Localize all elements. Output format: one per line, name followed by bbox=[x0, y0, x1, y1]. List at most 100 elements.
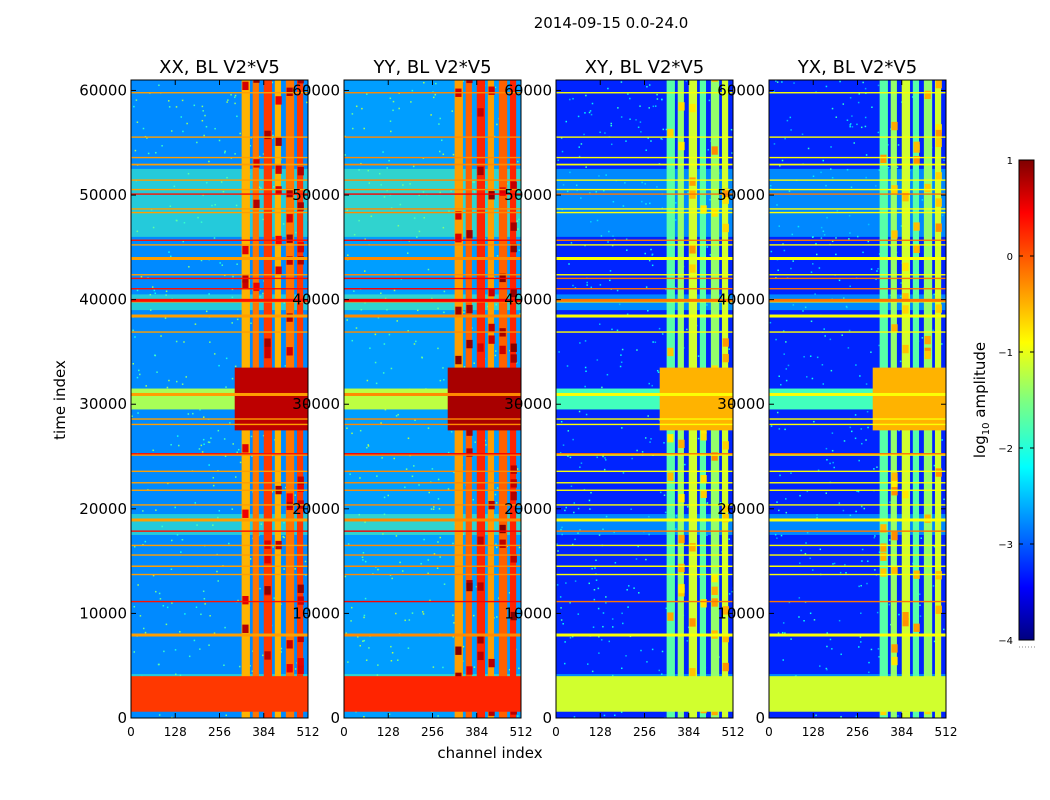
noise-cell bbox=[347, 661, 349, 663]
noise-cell bbox=[849, 97, 852, 99]
noise-cell bbox=[204, 114, 206, 117]
noise-cell bbox=[193, 104, 196, 107]
noise-cell bbox=[452, 542, 454, 545]
noise-cell bbox=[769, 321, 772, 324]
noise-cell bbox=[442, 367, 444, 369]
noise-cell bbox=[349, 473, 351, 475]
noise-cell bbox=[158, 714, 161, 716]
noise-cell bbox=[785, 368, 788, 370]
noise-cell bbox=[188, 266, 190, 268]
noise-cell bbox=[443, 290, 446, 293]
noise-cell bbox=[570, 242, 573, 244]
noise-cell bbox=[388, 159, 390, 162]
rfi-stripe bbox=[556, 423, 733, 426]
rfi-stripe bbox=[769, 453, 946, 455]
noise-cell bbox=[829, 638, 832, 641]
colorbar-ticks: 1 0 −1 −2 −3 −4 bbox=[998, 156, 1034, 647]
noise-cell bbox=[236, 115, 238, 118]
noise-cell bbox=[170, 255, 172, 258]
noise-cell bbox=[228, 542, 230, 545]
rfi-block bbox=[510, 80, 517, 81]
rfi-stripe bbox=[769, 530, 946, 532]
rfi-stripe bbox=[131, 489, 308, 491]
noise-cell bbox=[860, 126, 863, 129]
noise-cell bbox=[598, 652, 600, 654]
noise-cell bbox=[848, 238, 850, 240]
noise-cell bbox=[838, 502, 841, 504]
rfi-stripe bbox=[556, 633, 733, 637]
noise-cell bbox=[652, 341, 654, 343]
rfi-block bbox=[880, 524, 887, 533]
rfi-stripe bbox=[131, 156, 308, 159]
noise-cell bbox=[778, 428, 781, 430]
noise-cell bbox=[363, 716, 365, 718]
noise-cell bbox=[825, 492, 828, 494]
rfi-block bbox=[935, 571, 942, 580]
rfi-stripe bbox=[556, 188, 733, 191]
rfi-stripe bbox=[769, 518, 946, 522]
noise-cell bbox=[789, 116, 792, 119]
noise-cell bbox=[450, 431, 453, 433]
noise-cell bbox=[202, 438, 205, 441]
noise-cell bbox=[374, 333, 377, 336]
panel-title: YX, BL V2*V5 bbox=[797, 57, 917, 78]
noise-cell bbox=[137, 412, 139, 414]
rfi-stripe bbox=[769, 257, 946, 261]
panel-yy: YY, BL V2*V5 0 128 256 384 512 0 10000 20000 3000… bbox=[292, 57, 532, 739]
rfi-block bbox=[667, 472, 674, 481]
noise-cell bbox=[770, 425, 773, 427]
rfi-block bbox=[242, 280, 249, 289]
noise-cell bbox=[811, 236, 814, 238]
y-tick-label: 60000 bbox=[292, 81, 340, 99]
noise-cell bbox=[561, 150, 564, 153]
noise-cell bbox=[831, 240, 834, 242]
noise-cell bbox=[208, 644, 210, 646]
noise-cell bbox=[588, 499, 591, 502]
noise-cell bbox=[217, 429, 220, 432]
noise-cell bbox=[237, 599, 239, 602]
noise-cell bbox=[453, 622, 455, 624]
rfi-stripe bbox=[131, 257, 308, 261]
noise-cell bbox=[831, 107, 834, 110]
noise-cell bbox=[573, 502, 576, 504]
rfi-stripe bbox=[131, 504, 308, 506]
rfi-stripe bbox=[556, 418, 733, 420]
noise-cell bbox=[864, 116, 867, 119]
rfi-stripe bbox=[556, 257, 733, 261]
rfi-block bbox=[935, 80, 942, 89]
noise-cell bbox=[651, 648, 654, 651]
rfi-block bbox=[455, 355, 462, 365]
noise-cell bbox=[412, 165, 415, 168]
panel-title: XX, BL V2*V5 bbox=[159, 57, 280, 78]
noise-cell bbox=[182, 240, 184, 243]
noise-cell bbox=[602, 612, 605, 614]
rfi-block bbox=[499, 524, 506, 534]
noise-cell bbox=[280, 651, 282, 653]
noise-cell bbox=[708, 99, 711, 102]
noise-cell bbox=[139, 373, 141, 376]
noise-cell bbox=[897, 715, 899, 717]
noise-cell bbox=[887, 166, 890, 169]
noise-cell bbox=[831, 449, 834, 452]
noise-cell bbox=[864, 87, 867, 90]
rfi-block bbox=[297, 633, 304, 643]
noise-cell bbox=[161, 145, 163, 147]
noise-cell bbox=[782, 330, 785, 332]
noise-cell bbox=[661, 98, 663, 101]
noise-cell bbox=[778, 509, 780, 512]
noise-cell bbox=[665, 128, 668, 131]
noise-cell bbox=[174, 506, 176, 509]
rfi-stripe bbox=[131, 331, 308, 333]
panel-yx: YX, BL V2*V5 0 128 256 384 512 0 10000 20000 3000… bbox=[717, 57, 957, 739]
panel-xy: XY, BL V2*V5 0 128 256 384 512 0 10000 20000 3000… bbox=[504, 57, 744, 739]
noise-cell bbox=[858, 646, 860, 648]
rfi-stripe bbox=[344, 193, 521, 195]
noise-cell bbox=[941, 343, 943, 345]
noise-cell bbox=[854, 437, 857, 440]
rfi-stripe bbox=[556, 156, 733, 159]
noise-cell bbox=[401, 570, 404, 572]
noise-cell bbox=[862, 251, 864, 254]
time-region bbox=[344, 168, 521, 237]
noise-cell bbox=[185, 376, 187, 378]
rfi-block bbox=[891, 656, 898, 666]
